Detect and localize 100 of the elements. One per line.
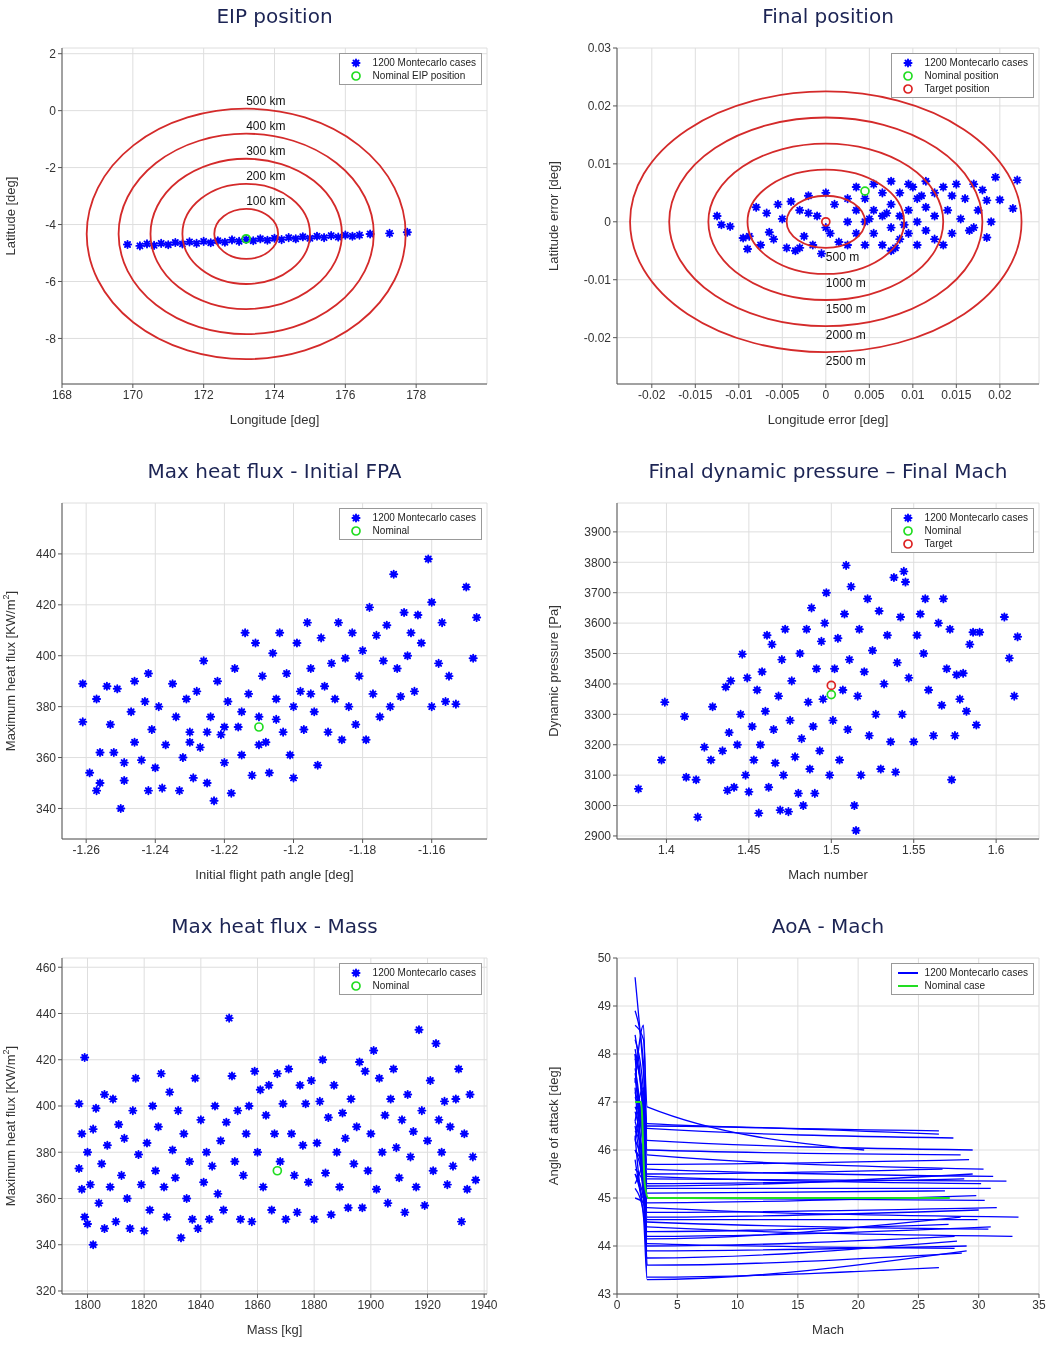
y-tick-label: 46	[597, 1143, 612, 1158]
x-axis-title: Longitude [deg]	[229, 412, 320, 427]
x-tick-label: 172	[193, 387, 214, 402]
y-tick-label: 3600	[584, 616, 612, 631]
legend-label: Nominal	[924, 525, 962, 536]
y-tick-label: 400	[35, 1099, 57, 1114]
y-tick-label: 3800	[584, 555, 612, 570]
y-tick-label: -8	[45, 331, 57, 346]
y-tick-label: 460	[35, 960, 57, 975]
x-tick-label: 30	[972, 1297, 986, 1312]
y-tick-label: -0.01	[583, 272, 612, 287]
x-tick-label: 0.01	[901, 387, 925, 402]
legend-label: 1200 Montecarlo cases	[372, 967, 476, 978]
y-tick-label: 44	[597, 1239, 612, 1254]
y-tick-label: 320	[35, 1284, 57, 1299]
annotation: 2500 m	[825, 353, 866, 368]
x-tick-label: -1.22	[210, 842, 239, 857]
y-tick-label: -0.02	[583, 330, 612, 345]
y-tick-label: 50	[597, 951, 612, 966]
legend-label: Nominal	[372, 980, 410, 991]
x-tick-label: 1.4	[658, 842, 676, 857]
x-tick-label: -1.2	[283, 842, 305, 857]
x-tick-label: -0.005	[765, 387, 800, 402]
x-tick-label: 174	[264, 387, 285, 402]
chart-title: Final position	[761, 4, 895, 28]
y-tick-label: 3000	[584, 798, 612, 813]
y-tick-label: 420	[35, 1053, 57, 1068]
x-tick-label: 1.5	[822, 842, 840, 857]
x-tick-label: -1.26	[72, 842, 101, 857]
annotation: 500 m	[825, 249, 860, 264]
x-tick-label: 35	[1032, 1297, 1046, 1312]
y-tick-label: 3400	[584, 677, 612, 692]
legend-label: 1200 Montecarlo cases	[924, 57, 1028, 68]
x-tick-label: 1.6	[987, 842, 1005, 857]
annotation: 400 km	[246, 118, 286, 133]
x-tick-label: 15	[791, 1297, 805, 1312]
x-tick-label: 168	[51, 387, 73, 402]
y-tick-label: 3200	[584, 738, 612, 752]
x-tick-label: 1840	[187, 1297, 215, 1312]
annotation: 100 km	[246, 193, 286, 208]
legend-label: 1200 Montecarlo cases	[372, 57, 476, 68]
x-tick-label: 1940	[470, 1297, 498, 1312]
y-tick-label: 3700	[584, 585, 612, 600]
y-axis-title: Angle of attack [deg]	[546, 1066, 562, 1186]
y-tick-label: 3300	[584, 707, 612, 722]
x-tick-label: 1880	[300, 1297, 328, 1312]
x-tick-label: -0.01	[725, 387, 753, 402]
legend-label: Nominal position	[924, 70, 999, 81]
x-tick-label: 0.015	[941, 387, 972, 402]
x-tick-label: 176	[335, 387, 356, 402]
chart-title: AoA - Mach	[770, 914, 886, 938]
x-tick-label: 20	[851, 1297, 866, 1312]
chart-title: Final dynamic pressure – Final Mach	[647, 459, 1009, 483]
y-tick-label: 2	[49, 46, 57, 61]
y-tick-label: 49	[597, 999, 612, 1014]
x-axis-title: Mass [kg]	[246, 1322, 303, 1337]
x-tick-label: -1.18	[348, 842, 377, 857]
x-tick-label: -1.16	[418, 842, 446, 857]
legend-label: 1200 Montecarlo cases	[924, 512, 1028, 523]
annotation: 200 km	[246, 168, 286, 183]
legend-label: Nominal case	[924, 980, 986, 991]
y-tick-label: 2900	[584, 829, 612, 844]
legend-label: Target position	[924, 83, 990, 94]
y-tick-label: 0.01	[587, 157, 612, 172]
y-tick-label: -2	[45, 160, 57, 175]
x-tick-label: 1.45	[737, 842, 761, 857]
y-tick-label: 0.03	[587, 41, 612, 56]
x-tick-label: 0.005	[854, 387, 885, 402]
y-tick-label: -4	[45, 217, 57, 232]
y-axis-title: Dynamic pressure [Pa]	[546, 605, 562, 737]
y-tick-label: 400	[35, 648, 57, 663]
x-axis-title: Longitude error [deg]	[767, 412, 889, 427]
y-axis-title: Latitude error [deg]	[546, 161, 562, 271]
y-tick-label: 43	[597, 1287, 612, 1302]
annotation: 300 km	[246, 143, 286, 158]
y-tick-label: 440	[35, 547, 57, 562]
y-tick-label: 340	[35, 1238, 57, 1252]
legend-label: 1200 Montecarlo cases	[372, 512, 476, 523]
y-tick-label: 48	[597, 1047, 612, 1062]
x-axis-title: Initial flight path angle [deg]	[195, 867, 354, 882]
y-tick-label: 45	[597, 1191, 612, 1206]
y-tick-label: -6	[45, 274, 57, 289]
legend-label: Nominal	[372, 525, 410, 536]
x-tick-label: 1900	[357, 1297, 385, 1312]
x-tick-label: 5	[673, 1297, 681, 1312]
annotation: 1000 m	[825, 275, 866, 290]
chart-title: EIP position	[215, 4, 334, 28]
y-tick-label: 360	[35, 1191, 57, 1206]
x-axis-title: Mach	[812, 1322, 844, 1337]
legend-label: 1200 Montecarlo cases	[924, 967, 1028, 978]
x-tick-label: -1.24	[141, 842, 170, 857]
x-tick-label: 25	[911, 1297, 926, 1312]
y-tick-label: 3100	[584, 768, 612, 783]
x-tick-label: -0.02	[638, 387, 666, 402]
x-tick-label: 0.02	[988, 387, 1012, 402]
y-tick-label: 3500	[584, 646, 612, 661]
annotation: 1500 m	[825, 301, 866, 316]
legend-label: Target	[924, 538, 953, 549]
x-axis-title: Mach number	[788, 867, 869, 882]
y-tick-label: 0.02	[587, 99, 612, 114]
